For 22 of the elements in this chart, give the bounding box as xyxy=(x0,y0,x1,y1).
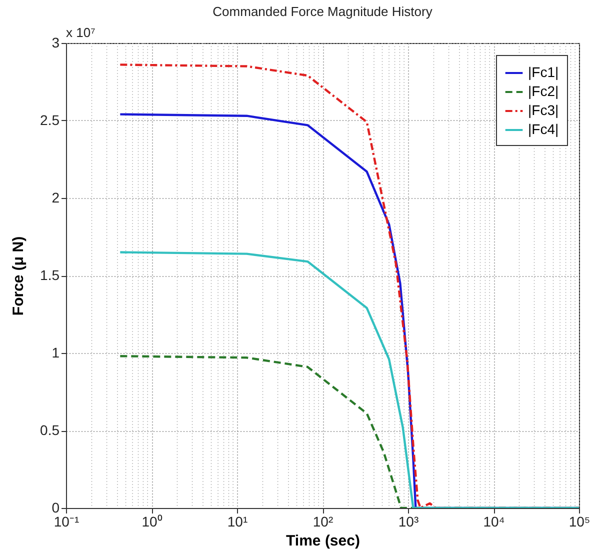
y-tick-label: 1.5 xyxy=(40,267,60,283)
x-tick-label: 10³ xyxy=(398,514,419,530)
y-tick-label: 3 xyxy=(52,34,60,50)
legend-label: |Fc2| xyxy=(528,83,559,99)
y-tick-label: 0.5 xyxy=(40,422,60,438)
legend-label: |Fc4| xyxy=(528,121,559,137)
text: x 10⁷ xyxy=(66,25,96,40)
y-tick-label: 1 xyxy=(52,344,60,360)
x-tick-label: 10⁻¹ xyxy=(54,514,80,530)
y-axis-title: Force (μ N) xyxy=(10,236,28,316)
legend-label: |Fc3| xyxy=(528,102,559,118)
x-tick-label: 10⁰ xyxy=(142,514,162,530)
y-tick-label: 0 xyxy=(52,500,60,516)
x-axis-title: Time (sec) xyxy=(286,532,360,550)
x-tick-label: 10⁵ xyxy=(568,514,590,530)
chart-title: Commanded Force Magnitude History xyxy=(212,4,433,19)
x-tick-label: 10¹ xyxy=(227,514,248,530)
x-tick-label: 10⁴ xyxy=(483,514,505,530)
x-tick-label: 10² xyxy=(312,514,334,530)
legend-label: |Fc1| xyxy=(528,64,559,80)
y-tick-label: 2 xyxy=(52,190,60,206)
y-tick-label: 2.5 xyxy=(40,112,60,128)
